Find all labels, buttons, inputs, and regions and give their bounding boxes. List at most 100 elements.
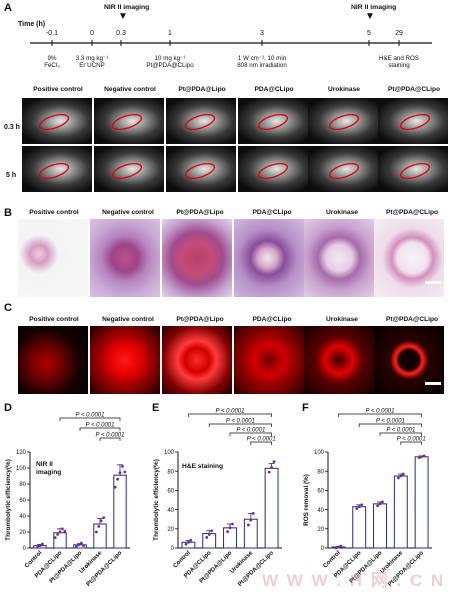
he-stain-tile — [374, 219, 444, 297]
down-arrow-icon: ▼ — [118, 11, 128, 22]
data-point — [267, 470, 271, 474]
tick-label: 3 — [260, 30, 264, 37]
data-point — [63, 529, 67, 533]
p-value-label: P < 0.0001 — [216, 409, 245, 415]
tick-label: 0 — [90, 30, 94, 37]
significance-bracket — [400, 441, 422, 445]
bar — [113, 474, 127, 549]
y-tick-label: 20 — [19, 530, 26, 536]
column-header: Urokinase — [326, 209, 358, 216]
data-point — [77, 543, 81, 547]
panel-label-e: E — [152, 402, 160, 414]
data-point — [36, 545, 39, 548]
thrombus-roi-icon — [38, 162, 70, 180]
significance-bracket — [79, 427, 121, 431]
panel-label-b: B — [4, 207, 12, 219]
significance-bracket — [208, 423, 272, 427]
data-point — [97, 525, 101, 528]
imaging-label-1: NIR II imaging — [104, 4, 150, 11]
column-header: Pt@PDA@Lipo — [176, 316, 224, 323]
y-tick-label: 20 — [317, 527, 324, 533]
data-point — [334, 546, 338, 550]
data-point — [205, 536, 209, 539]
panel-label-a: A — [4, 2, 12, 14]
thrombus-roi-icon — [38, 113, 70, 131]
data-point — [357, 505, 361, 509]
chart-title-line2: imaging — [36, 469, 61, 476]
column-header: PDA@CLipo — [254, 86, 294, 93]
x-tick-label: Pt@PDA@CLipo — [86, 550, 124, 588]
data-point — [75, 545, 78, 548]
nir-image-tile — [166, 98, 236, 144]
data-point — [420, 455, 423, 459]
data-point — [422, 454, 426, 458]
data-point — [339, 544, 343, 548]
tick-label: -0.1 — [45, 30, 59, 37]
data-point — [376, 504, 379, 508]
nir-image-tile — [238, 146, 308, 192]
y-tick-label: 60 — [167, 489, 174, 495]
bar — [53, 532, 67, 549]
data-point — [207, 533, 211, 536]
thrombus-roi-icon — [184, 113, 216, 131]
y-tick-label: 100 — [314, 450, 325, 456]
p-value-label: P < 0.0001 — [376, 419, 405, 425]
data-point — [121, 465, 124, 468]
data-point — [270, 465, 273, 469]
p-value-label: P < 0.0001 — [247, 437, 276, 443]
p-value-label: P < 0.0001 — [86, 423, 115, 429]
data-point — [38, 544, 42, 547]
nir-image-tile — [22, 98, 92, 144]
he-stain-tile — [162, 219, 232, 297]
column-header: Pt@PDA@Lipo — [178, 86, 226, 93]
data-point — [337, 545, 340, 549]
data-point — [247, 523, 250, 527]
column-header: Pt@PDA@CLipo — [385, 316, 439, 323]
timeline-axis — [30, 40, 432, 46]
thrombus-roi-icon — [399, 113, 431, 131]
y-tick-label: 0 — [321, 546, 325, 552]
thrombus-roi-icon — [399, 162, 431, 180]
thrombus-roi-icon — [184, 162, 216, 180]
bar-chart-d: 0 20 40 60 80 100 120 Thrombolytic efficiency(%… — [5, 413, 130, 588]
bar — [414, 456, 429, 549]
bar — [352, 506, 367, 549]
event-staining: H&E and ROS staining — [379, 55, 419, 69]
y-tick-label: 80 — [167, 469, 174, 475]
data-point — [118, 471, 122, 475]
scale-bar — [425, 382, 441, 385]
data-point — [79, 541, 83, 545]
data-point — [251, 512, 255, 515]
column-header: PDA@CLipo — [252, 316, 292, 323]
nir-image-tile — [22, 146, 92, 192]
y-tick-label: 40 — [317, 508, 324, 514]
significance-bracket — [250, 441, 272, 445]
data-point — [381, 500, 384, 504]
significance-bracket — [338, 413, 422, 417]
he-stain-tile — [18, 219, 88, 297]
thrombus-roi-icon — [111, 162, 143, 180]
p-value-label: P < 0.0001 — [96, 433, 125, 439]
data-point — [53, 536, 57, 539]
data-point — [378, 502, 382, 506]
significance-bracket — [229, 432, 272, 436]
column-header: Urokinase — [328, 86, 360, 93]
column-header: Urokinase — [326, 316, 358, 323]
column-header: Positive control — [33, 86, 83, 93]
he-stain-tile — [234, 219, 304, 297]
tick-label: 1 — [168, 30, 172, 37]
chart-title: H&E staining — [182, 463, 223, 470]
data-point — [272, 460, 276, 463]
data-point — [249, 518, 253, 522]
data-point — [401, 472, 405, 476]
significance-bracket — [379, 432, 422, 436]
ros-fluorescence-tile — [304, 326, 374, 394]
p-value-label: P < 0.0001 — [397, 437, 426, 443]
row-header: 0.3 h — [4, 124, 20, 131]
significance-bracket — [59, 417, 121, 421]
thrombus-roi-icon — [328, 162, 360, 180]
row-header: 5 h — [6, 172, 17, 179]
tick-label: 5 — [367, 30, 371, 37]
